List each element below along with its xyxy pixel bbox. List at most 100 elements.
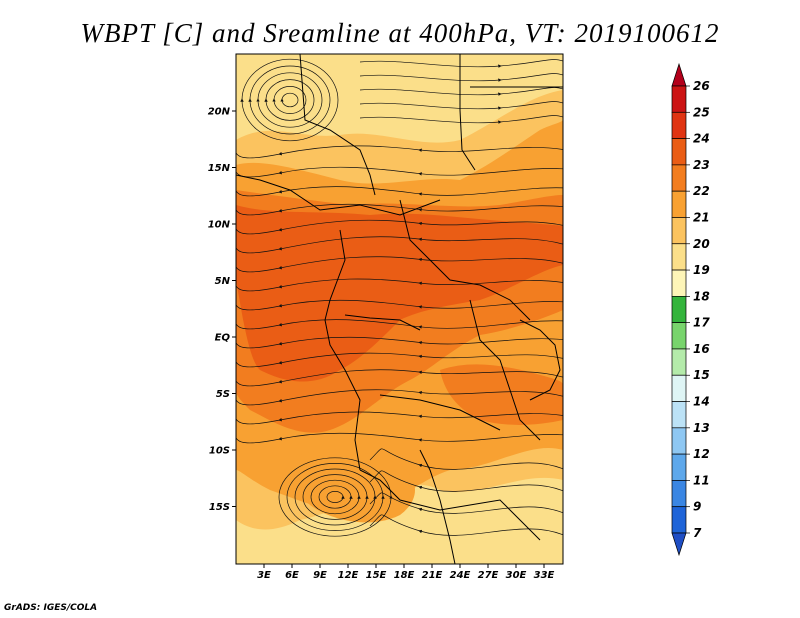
colorbar-label: 16 bbox=[693, 342, 710, 356]
streamline bbox=[326, 491, 345, 503]
boundary-line bbox=[324, 229, 361, 471]
colorbar-label: 7 bbox=[693, 526, 702, 540]
colorbar-cell bbox=[671, 322, 687, 350]
streamline bbox=[359, 59, 563, 68]
streamlines bbox=[236, 58, 563, 537]
colorbar-label: 18 bbox=[693, 289, 710, 303]
colorbar-label: 9 bbox=[693, 500, 701, 514]
colorbar-cell-top bbox=[671, 62, 687, 87]
streamline bbox=[236, 236, 563, 254]
streamline bbox=[236, 336, 563, 349]
wbpt-band-21-south bbox=[294, 449, 415, 523]
wbpt-shaded-field bbox=[236, 54, 563, 564]
colorbar-cell bbox=[671, 111, 687, 139]
streamline bbox=[264, 79, 315, 121]
lat-tick-label: 20N bbox=[208, 107, 231, 118]
lon-tick-label: 24E bbox=[450, 570, 471, 581]
streamline bbox=[359, 115, 563, 124]
streamline bbox=[236, 411, 563, 425]
lon-tick-label: 15E bbox=[366, 570, 387, 581]
streamline bbox=[236, 299, 563, 311]
boundary-line bbox=[344, 314, 421, 331]
streamline bbox=[359, 101, 563, 110]
latitude-axis: 20N 15N 10N 5N EQ 5S 10S 15S bbox=[208, 107, 236, 513]
colorbar-cell bbox=[671, 85, 687, 113]
boundary-line bbox=[459, 54, 476, 171]
longitude-axis: 3E 6E 9E 12E 15E 18E 21E 24E 27E 30E 33E bbox=[257, 564, 555, 581]
colorbar-label: 17 bbox=[693, 316, 710, 330]
boundary-line bbox=[399, 199, 531, 321]
colorbar-label: 19 bbox=[693, 263, 710, 277]
colorbar-label: 25 bbox=[693, 105, 710, 119]
lat-tick-label: 10N bbox=[208, 220, 231, 231]
lon-tick-label: 30E bbox=[506, 570, 527, 581]
streamline bbox=[236, 319, 563, 330]
colorbar-cell bbox=[671, 348, 687, 376]
lat-tick-label: 5N bbox=[215, 276, 231, 287]
map-frame bbox=[235, 53, 564, 565]
streamline bbox=[278, 457, 393, 537]
streamline bbox=[294, 468, 377, 526]
colorbar-cell bbox=[671, 480, 687, 508]
streamline bbox=[248, 65, 331, 135]
streamline bbox=[236, 278, 563, 292]
streamline bbox=[236, 432, 563, 444]
lat-tick-label: 5S bbox=[216, 389, 230, 400]
colorbar-cell bbox=[671, 506, 687, 534]
lon-tick-label: 33E bbox=[534, 570, 555, 581]
colorbar-label: 12 bbox=[693, 447, 710, 461]
lon-tick-label: 9E bbox=[313, 570, 327, 581]
lat-tick-label: 10S bbox=[209, 446, 230, 457]
streamline bbox=[369, 448, 563, 470]
colorbar-label: 26 bbox=[693, 79, 710, 93]
colorbar-label: 22 bbox=[693, 184, 710, 198]
map-title: WBPT [C] and Sreamline at 400hPa, VT: 20… bbox=[80, 18, 720, 48]
boundary-line bbox=[359, 469, 541, 541]
streamline bbox=[286, 463, 385, 531]
colorbar-label: 20 bbox=[693, 237, 710, 251]
lon-tick-label: 3E bbox=[257, 570, 271, 581]
colorbar-label: 14 bbox=[693, 395, 710, 409]
streamline bbox=[236, 203, 563, 216]
lat-tick-label: EQ bbox=[215, 333, 231, 344]
colorbar-cell bbox=[671, 427, 687, 455]
streamline bbox=[310, 479, 361, 515]
lon-tick-label: 18E bbox=[394, 570, 415, 581]
colorbar-label: 13 bbox=[693, 421, 710, 435]
boundary-line bbox=[469, 299, 541, 441]
boundary-line bbox=[519, 319, 561, 401]
boundary-line bbox=[379, 394, 501, 431]
country-boundaries bbox=[236, 54, 563, 564]
lat-tick-label: 15N bbox=[208, 163, 231, 174]
lon-tick-label: 12E bbox=[338, 570, 359, 581]
streamline bbox=[369, 514, 563, 536]
colorbar-label: 23 bbox=[693, 158, 710, 172]
colorbar-cell-bottom bbox=[671, 532, 687, 557]
wbpt-band-22-south bbox=[440, 364, 563, 425]
streamline bbox=[318, 485, 353, 509]
colorbar-cell bbox=[671, 190, 687, 218]
streamline bbox=[240, 58, 339, 142]
lon-tick-label: 27E bbox=[478, 570, 499, 581]
streamline bbox=[236, 256, 563, 273]
streamline bbox=[236, 352, 563, 368]
streamline bbox=[236, 186, 563, 197]
lat-tick-label: 15S bbox=[209, 502, 230, 513]
streamline bbox=[369, 470, 563, 492]
streamline bbox=[256, 72, 323, 128]
streamline bbox=[236, 219, 563, 235]
colorbar-label: 11 bbox=[693, 473, 710, 487]
colorbar-cell bbox=[671, 164, 687, 192]
colorbar-label: 15 bbox=[693, 368, 710, 382]
boundary-line bbox=[299, 54, 376, 196]
streamline bbox=[236, 389, 563, 406]
lon-tick-label: 21E bbox=[422, 570, 443, 581]
colorbar-cell bbox=[671, 296, 687, 323]
colorbar-cell bbox=[671, 401, 687, 429]
colorbar-cell bbox=[671, 138, 687, 166]
streamline bbox=[359, 73, 563, 82]
streamline bbox=[302, 474, 369, 520]
boundary-line bbox=[419, 449, 456, 564]
